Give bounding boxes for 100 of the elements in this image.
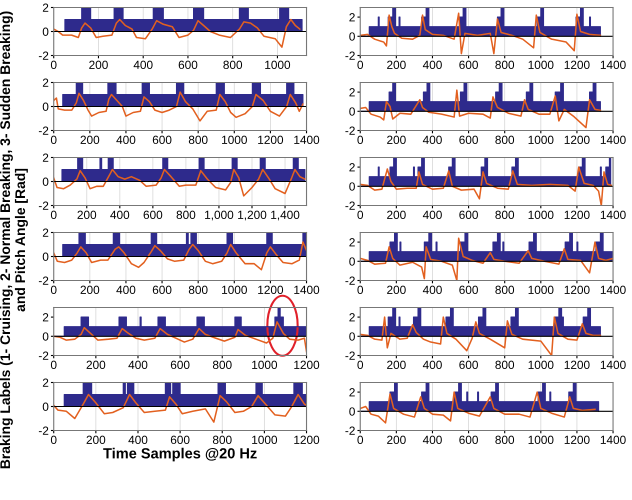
x-tick-label: 1200 (258, 286, 284, 294)
x-tick-label: 400 (110, 210, 130, 220)
x-tick-label: 1200 (564, 360, 590, 370)
y-tick-label: 0 (349, 32, 355, 41)
x-tick-label: 1000 (528, 60, 554, 70)
x-tick-label: 0 (50, 436, 57, 444)
x-tick-label: 1000 (265, 60, 290, 70)
y-tick-label: 2 (349, 88, 355, 96)
y-tick-label: -2 (38, 352, 48, 360)
x-tick-label: 0 (357, 136, 364, 144)
x-tick-label: 200 (80, 136, 100, 144)
y-tick-label: -2 (345, 126, 355, 135)
x-tick-label: 0 (357, 286, 364, 294)
x-tick-label: 0 (50, 210, 57, 220)
y-tick-label: 0 (42, 102, 48, 111)
y-tick-label: 0 (349, 407, 355, 416)
x-tick-label: 400 (128, 360, 148, 370)
y-tick-label: 0 (349, 107, 355, 116)
x-tick-label: 200 (80, 286, 100, 294)
y-tick-label: -2 (38, 52, 48, 60)
y-tick-label: 0 (349, 332, 355, 341)
x-tick-label: 1000 (252, 436, 278, 444)
x-tick-label: 1400 (600, 210, 626, 220)
x-tick-label: 200 (387, 360, 406, 370)
x-tick-label: 1200 (564, 436, 590, 444)
y-tick-label: 0 (42, 402, 48, 411)
x-tick-label: 600 (144, 210, 162, 220)
x-tick-label: 200 (78, 210, 96, 220)
y-tick-label: 2 (349, 238, 355, 246)
x-tick-label: 800 (176, 210, 196, 220)
y-tick-label: 2 (42, 4, 48, 12)
x-tick-label: 1200 (564, 136, 590, 144)
y-tick-label: 0 (42, 178, 48, 186)
y-tick-label: -2 (38, 276, 48, 285)
x-tick-label: 600 (459, 286, 478, 294)
x-tick-label: 0 (357, 210, 364, 220)
x-tick-label: 1400 (600, 60, 626, 70)
x-tick-label: 200 (86, 436, 106, 444)
x-tick-label: 800 (188, 136, 208, 144)
y-tick-label: -2 (38, 202, 48, 210)
x-tick-label: 400 (422, 436, 442, 444)
y-tick-label: -2 (38, 126, 48, 135)
x-tick-label: 800 (495, 60, 514, 70)
y-tick-label: -2 (345, 426, 355, 435)
y-tick-label: -2 (345, 52, 355, 60)
x-axis-title: Time Samples @20 Hz (103, 448, 257, 462)
y-tick-label: 0 (349, 257, 355, 266)
x-tick-label: 600 (170, 360, 190, 370)
x-tick-label: 1000 (252, 360, 278, 370)
x-tick-label: 600 (170, 436, 190, 444)
x-tick-label: 0 (50, 136, 57, 144)
x-tick-label: 600 (459, 60, 478, 70)
x-tick-label: 1200 (564, 210, 590, 220)
x-tick-label: 200 (387, 136, 406, 144)
x-tick-label: 200 (86, 360, 106, 370)
y-tick-label: 2 (42, 378, 48, 387)
x-tick-label: 1400 (294, 286, 320, 294)
x-tick-label: 1,200 (238, 210, 266, 220)
x-tick-label: 1400 (600, 286, 626, 294)
x-tick-label: 200 (89, 60, 108, 70)
x-tick-label: 600 (459, 210, 478, 220)
x-tick-label: 400 (422, 210, 442, 220)
x-tick-label: 1400 (600, 436, 626, 444)
x-tick-label: 400 (422, 286, 442, 294)
x-tick-label: 1200 (564, 286, 590, 294)
y-tick-label: 0 (42, 28, 48, 36)
x-tick-label: 400 (134, 60, 153, 70)
y-axis-title: Braking Labels (1- Cruising, 2- Normal Breaking, 3- Sudden Breaking) and Pitch Angle [Rad] (0, 11, 28, 468)
x-tick-label: 800 (188, 286, 208, 294)
y-tick-label: 2 (349, 313, 355, 322)
y-tick-label: 2 (349, 163, 355, 172)
x-tick-label: 800 (495, 210, 514, 220)
x-tick-label: 800 (495, 360, 514, 370)
x-tick-label: 200 (387, 60, 406, 70)
x-tick-label: 1400 (600, 136, 626, 144)
x-tick-label: 1400 (600, 360, 626, 370)
x-tick-label: 0 (50, 60, 57, 70)
x-tick-label: 600 (459, 360, 478, 370)
y-tick-label: -2 (38, 426, 48, 435)
x-tick-label: 600 (459, 136, 478, 144)
x-tick-label: 800 (212, 436, 232, 444)
x-tick-label: 1200 (294, 436, 320, 444)
x-tick-label: 800 (495, 136, 514, 144)
x-tick-label: 1000 (528, 210, 554, 220)
x-tick-label: 400 (128, 436, 148, 444)
y-tick-label: 2 (42, 228, 48, 237)
x-tick-label: 0 (357, 436, 364, 444)
y-tick-label: 2 (349, 388, 355, 396)
x-tick-label: 400 (116, 286, 136, 294)
x-tick-label: 200 (387, 286, 406, 294)
x-tick-label: 1000 (222, 136, 247, 144)
y-tick-label: -2 (345, 352, 355, 360)
x-tick-label: 400 (116, 136, 136, 144)
y-tick-label: -2 (345, 276, 355, 285)
y-tick-label: 2 (42, 154, 48, 162)
x-tick-label: 400 (422, 360, 442, 370)
x-tick-label: 800 (495, 286, 514, 294)
x-tick-label: 0 (357, 360, 364, 370)
x-tick-label: 1000 (528, 286, 554, 294)
x-tick-label: 1000 (528, 360, 554, 370)
